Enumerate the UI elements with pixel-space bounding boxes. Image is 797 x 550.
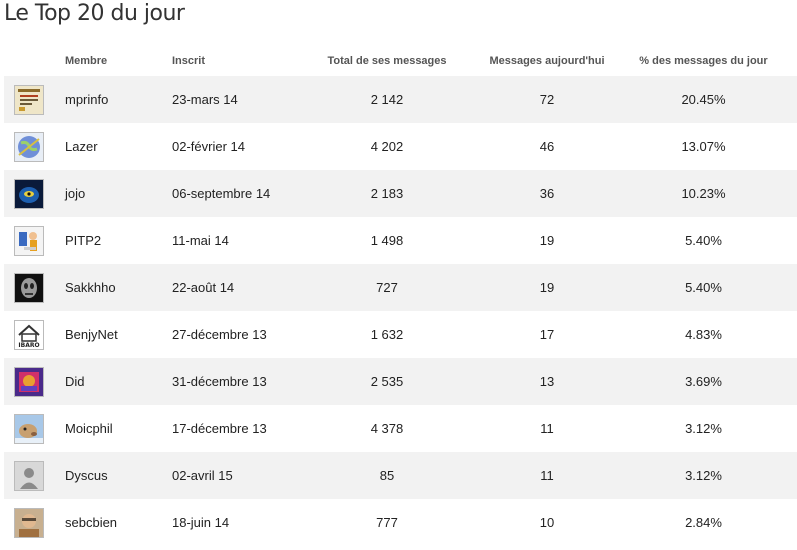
member-name[interactable]: Did <box>65 374 85 389</box>
percent-today: 3.69% <box>685 374 722 389</box>
member-name[interactable]: mprinfo <box>65 92 109 107</box>
colorful-painting-avatar-icon[interactable] <box>14 366 44 397</box>
header-percent-today[interactable]: % des messages du jour <box>639 54 768 67</box>
joined-date: 02-février 14 <box>172 139 245 154</box>
total-messages: 2 142 <box>370 92 404 107</box>
percent-today: 5.40% <box>685 233 722 248</box>
header-total-messages[interactable]: Total de ses messages <box>327 54 447 67</box>
messages-today: 46 <box>539 139 555 154</box>
house-logo-avatar-icon[interactable]: IBARO <box>14 319 44 350</box>
total-messages: 727 <box>376 280 398 295</box>
member-name[interactable]: PITP2 <box>65 233 102 248</box>
avatar-cell <box>4 178 62 209</box>
total-messages: 4 378 <box>370 421 404 436</box>
percent-today: 2.84% <box>685 515 722 530</box>
table-row: jojo 06-septembre 14 2 183 36 10.23% <box>4 170 797 217</box>
avatar-logo-text: IBARO <box>18 342 39 349</box>
animal-avatar-icon[interactable] <box>14 413 44 444</box>
messages-today: 17 <box>539 327 555 342</box>
member-name[interactable]: sebcbien <box>65 515 118 530</box>
table-row: sebcbien 18-juin 14 777 10 2.84% <box>4 499 797 546</box>
table-row: mprinfo 23-mars 14 2 142 72 20.45% <box>4 76 797 123</box>
joined-date: 22-août 14 <box>172 280 235 295</box>
member-name[interactable]: jojo <box>65 186 86 201</box>
messages-today: 36 <box>539 186 555 201</box>
joined-date: 31-décembre 13 <box>172 374 267 389</box>
messages-today: 19 <box>539 233 555 248</box>
percent-today: 10.23% <box>681 186 726 201</box>
total-messages: 777 <box>376 515 398 530</box>
table-row: IBARO BenjyNet 27-décembre 13 1 632 17 4… <box>4 311 797 358</box>
dark-mask-avatar-icon[interactable] <box>14 272 44 303</box>
avatar-cell: IBARO <box>4 319 62 350</box>
joined-date: 11-mai 14 <box>172 233 229 248</box>
default-user-avatar-icon[interactable] <box>14 460 44 491</box>
cartoon-avatar-icon[interactable] <box>14 225 44 256</box>
messages-today: 11 <box>540 421 554 436</box>
globe-avatar-icon[interactable] <box>14 131 44 162</box>
table-row: Dyscus 02-avril 15 85 11 3.12% <box>4 452 797 499</box>
joined-date: 23-mars 14 <box>172 92 238 107</box>
table-row: Moicphil 17-décembre 13 4 378 11 3.12% <box>4 405 797 452</box>
percent-today: 20.45% <box>681 92 726 107</box>
avatar-cell <box>4 131 62 162</box>
portrait-avatar-icon[interactable] <box>14 507 44 538</box>
total-messages: 85 <box>379 468 395 483</box>
avatar-cell <box>4 366 62 397</box>
total-messages: 4 202 <box>370 139 404 154</box>
messages-today: 13 <box>539 374 555 389</box>
joined-date: 18-juin 14 <box>172 515 230 530</box>
table-row: PITP2 11-mai 14 1 498 19 5.40% <box>4 217 797 264</box>
avatar-cell <box>4 460 62 491</box>
header-messages-today[interactable]: Messages aujourd'hui <box>489 54 605 67</box>
percent-today: 4.83% <box>685 327 722 342</box>
joined-date: 02-avril 15 <box>172 468 233 483</box>
avatar-cell <box>4 225 62 256</box>
total-messages: 2 535 <box>370 374 404 389</box>
member-name[interactable]: Sakkhho <box>65 280 116 295</box>
certificate-avatar-icon[interactable] <box>14 84 44 115</box>
table-row: Sakkhho 22-août 14 727 19 5.40% <box>4 264 797 311</box>
member-name[interactable]: Moicphil <box>65 421 113 436</box>
header-joined[interactable]: Inscrit <box>172 54 206 67</box>
avatar-cell <box>4 507 62 538</box>
messages-today: 11 <box>540 468 554 483</box>
joined-date: 27-décembre 13 <box>172 327 267 342</box>
table-row: Lazer 02-février 14 4 202 46 13.07% <box>4 123 797 170</box>
member-name[interactable]: Lazer <box>65 139 98 154</box>
blue-face-avatar-icon[interactable] <box>14 178 44 209</box>
top20-table: Membre Inscrit Total de ses messages Mes… <box>4 45 797 546</box>
table-header: Membre Inscrit Total de ses messages Mes… <box>4 45 797 76</box>
percent-today: 3.12% <box>685 468 722 483</box>
page-title: Le Top 20 du jour <box>4 1 185 26</box>
percent-today: 3.12% <box>685 421 722 436</box>
joined-date: 06-septembre 14 <box>172 186 271 201</box>
total-messages: 2 183 <box>370 186 404 201</box>
member-name[interactable]: BenjyNet <box>65 327 118 342</box>
avatar-cell <box>4 272 62 303</box>
member-name[interactable]: Dyscus <box>65 468 108 483</box>
header-member[interactable]: Membre <box>65 54 108 67</box>
avatar-cell <box>4 413 62 444</box>
messages-today: 19 <box>539 280 555 295</box>
joined-date: 17-décembre 13 <box>172 421 267 436</box>
avatar-cell <box>4 84 62 115</box>
table-row: Did 31-décembre 13 2 535 13 3.69% <box>4 358 797 405</box>
messages-today: 72 <box>539 92 555 107</box>
messages-today: 10 <box>539 515 555 530</box>
percent-today: 5.40% <box>685 280 722 295</box>
percent-today: 13.07% <box>681 139 726 154</box>
total-messages: 1 498 <box>370 233 404 248</box>
total-messages: 1 632 <box>370 327 404 342</box>
